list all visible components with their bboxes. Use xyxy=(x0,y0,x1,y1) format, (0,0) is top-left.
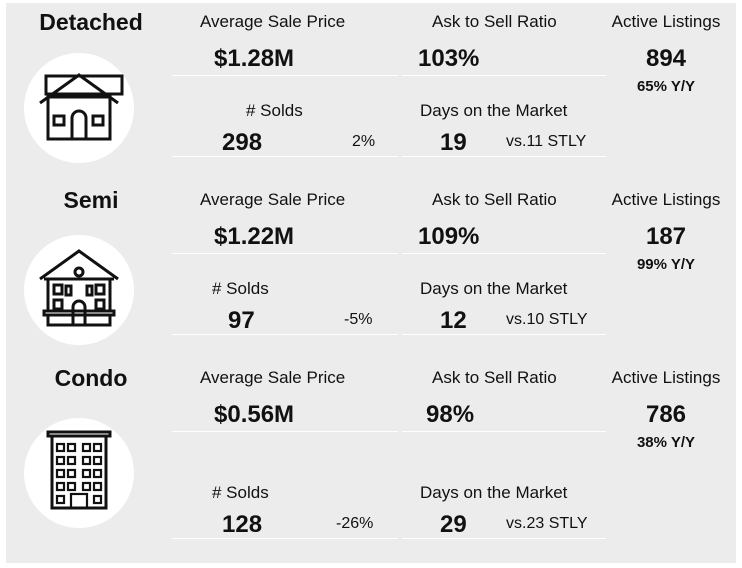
section-semi: Semi Average Sale Price $1.22M Ask to Se… xyxy=(6,181,736,359)
divider xyxy=(402,75,606,76)
category-title: Detached xyxy=(39,9,143,35)
days-on-market-compare: vs.23 STLY xyxy=(506,515,588,532)
divider xyxy=(402,334,606,335)
divider xyxy=(402,156,606,157)
condo-building-icon xyxy=(24,418,134,528)
section-detached: Detached Average Sale Price $1.28M Ask t… xyxy=(6,3,736,181)
divider xyxy=(172,75,398,76)
ask-sell-ratio-value: 98% xyxy=(426,401,475,428)
active-listings-yoy: 99% Y/Y xyxy=(636,256,696,273)
ask-sell-ratio-value: 109% xyxy=(418,223,480,250)
solds-change: -5% xyxy=(344,311,373,328)
market-stats-panel: Detached Average Sale Price $1.28M Ask t… xyxy=(6,3,736,563)
solds-value: 128 xyxy=(222,511,263,538)
section-condo: Condo Average Sale Price xyxy=(6,359,736,563)
ask-sell-ratio-label: Ask to Sell Ratio xyxy=(432,12,557,31)
solds-value: 97 xyxy=(228,307,255,334)
active-listings-label: Active Listings xyxy=(611,12,721,31)
ask-sell-ratio-label: Ask to Sell Ratio xyxy=(432,190,557,209)
days-on-market-value: 29 xyxy=(440,511,467,538)
avg-sale-price-label: Average Sale Price xyxy=(200,368,346,387)
divider xyxy=(172,431,398,432)
active-listings-yoy: 65% Y/Y xyxy=(636,78,696,95)
days-on-market-label: Days on the Market xyxy=(420,483,568,502)
category-title: Condo xyxy=(54,365,128,391)
active-listings-value: 894 xyxy=(645,45,687,72)
divider xyxy=(402,253,606,254)
house-icon xyxy=(24,53,134,163)
days-on-market-compare: vs.11 STLY xyxy=(506,133,587,150)
days-on-market-value: 12 xyxy=(440,307,467,334)
active-listings-yoy: 38% Y/Y xyxy=(636,434,696,451)
active-listings-value: 786 xyxy=(645,401,687,428)
solds-value: 298 xyxy=(222,129,263,156)
days-on-market-value: 19 xyxy=(440,129,467,156)
divider xyxy=(172,538,398,539)
solds-label: # Solds xyxy=(212,279,269,298)
divider xyxy=(172,156,398,157)
divider xyxy=(172,253,398,254)
category-title: Semi xyxy=(63,187,119,213)
avg-sale-price-value: $0.56M xyxy=(214,401,295,428)
ask-sell-ratio-value: 103% xyxy=(418,45,480,72)
solds-change: -26% xyxy=(336,515,374,532)
ask-sell-ratio-label: Ask to Sell Ratio xyxy=(432,368,557,387)
divider xyxy=(402,431,606,432)
days-on-market-label: Days on the Market xyxy=(420,279,568,298)
divider xyxy=(402,538,606,539)
semi-house-icon xyxy=(24,235,134,345)
solds-change: 2% xyxy=(352,133,376,150)
active-listings-label: Active Listings xyxy=(611,368,721,387)
active-listings-label: Active Listings xyxy=(611,190,721,209)
active-listings-value: 187 xyxy=(645,223,687,250)
divider xyxy=(172,334,398,335)
solds-label: # Solds xyxy=(246,101,303,120)
days-on-market-compare: vs.10 STLY xyxy=(506,311,588,328)
avg-sale-price-label: Average Sale Price xyxy=(200,190,346,209)
solds-label: # Solds xyxy=(212,483,269,502)
avg-sale-price-label: Average Sale Price xyxy=(200,12,346,31)
avg-sale-price-value: $1.28M xyxy=(214,45,295,72)
avg-sale-price-value: $1.22M xyxy=(214,223,295,250)
days-on-market-label: Days on the Market xyxy=(420,101,568,120)
